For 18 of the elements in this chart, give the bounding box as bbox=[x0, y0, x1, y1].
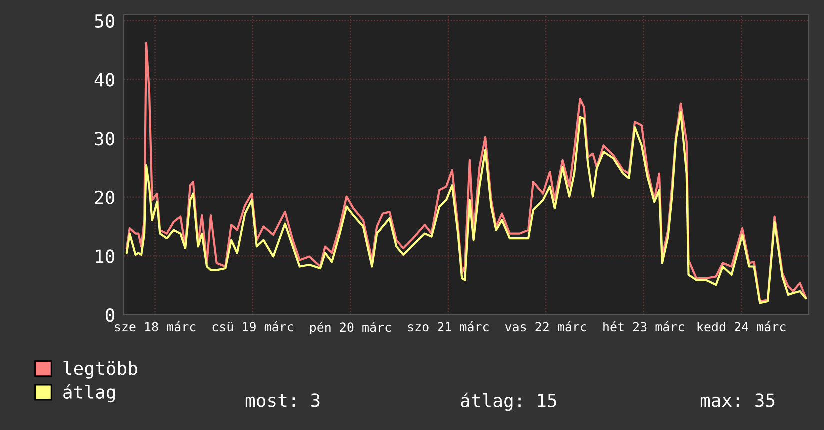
x-tick-label: kedd 24 márc bbox=[698, 322, 786, 332]
text: átlag: 15 bbox=[461, 392, 556, 412]
x-tick-label: hét 23 márc bbox=[604, 322, 684, 332]
text: most: 3 bbox=[246, 394, 320, 408]
y-tick-label: 0 bbox=[106, 308, 114, 322]
text: max: 35 bbox=[700, 394, 775, 408]
x-tick-label: sze 18 márc bbox=[115, 322, 196, 332]
x-tick-label: szo 21 márc bbox=[408, 322, 489, 332]
x-tick-label: csü 19 márc bbox=[212, 322, 294, 332]
x-tick-label: vas 22 márc bbox=[505, 322, 586, 332]
y-tick-label: 40 bbox=[94, 73, 114, 87]
y-tick-label: 20 bbox=[95, 190, 114, 205]
y-tick-label: 10 bbox=[96, 250, 114, 264]
legend-label: legtöbb bbox=[64, 361, 138, 379]
legend-label: átlag bbox=[64, 384, 116, 403]
y-tick-label: 50 bbox=[95, 14, 114, 28]
y-tick-label: 30 bbox=[95, 132, 114, 146]
x-tick-label: pén 20 márc bbox=[310, 322, 392, 335]
